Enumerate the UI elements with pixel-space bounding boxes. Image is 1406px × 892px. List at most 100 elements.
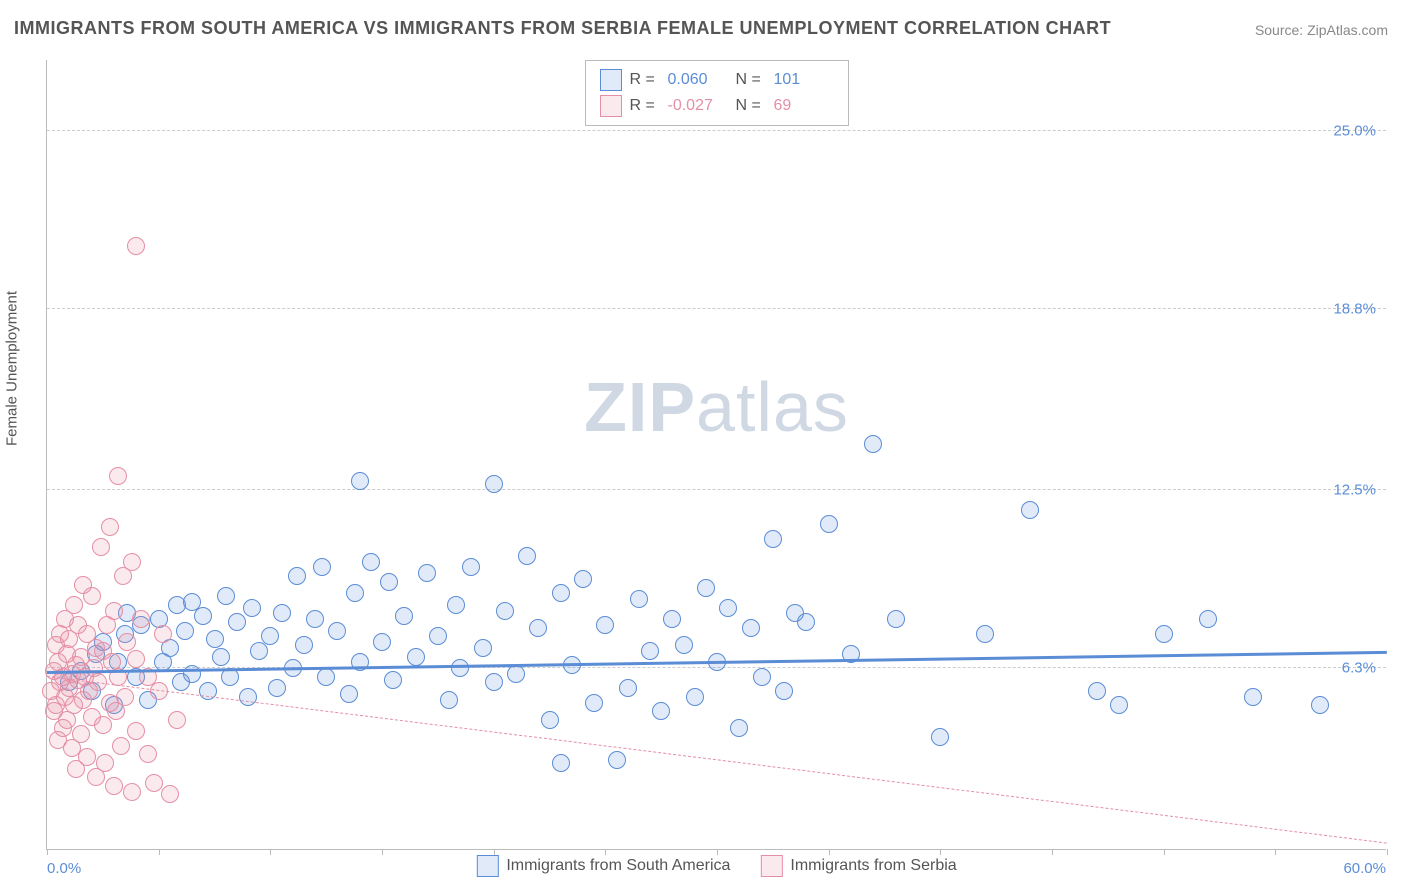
x-axis-max-label: 60.0% bbox=[1343, 860, 1386, 877]
data-point bbox=[168, 711, 186, 729]
data-point bbox=[407, 648, 425, 666]
data-point bbox=[380, 573, 398, 591]
data-point bbox=[145, 774, 163, 792]
data-point bbox=[541, 711, 559, 729]
data-point bbox=[101, 518, 119, 536]
data-point bbox=[675, 636, 693, 654]
n-label-2: N = bbox=[736, 97, 766, 115]
data-point bbox=[496, 602, 514, 620]
data-point bbox=[118, 633, 136, 651]
data-point bbox=[686, 688, 704, 706]
data-point bbox=[931, 728, 949, 746]
data-point bbox=[630, 590, 648, 608]
data-point bbox=[585, 694, 603, 712]
data-point bbox=[96, 754, 114, 772]
data-point bbox=[116, 688, 134, 706]
data-point bbox=[317, 668, 335, 686]
data-point bbox=[176, 622, 194, 640]
x-axis-min-label: 0.0% bbox=[47, 860, 81, 877]
x-tick-mark bbox=[159, 849, 160, 855]
data-point bbox=[418, 564, 436, 582]
n-value-1: 101 bbox=[774, 71, 834, 89]
data-point bbox=[72, 725, 90, 743]
data-point bbox=[306, 610, 324, 628]
gridline-h bbox=[47, 489, 1386, 490]
data-point bbox=[78, 748, 96, 766]
data-point bbox=[451, 659, 469, 677]
data-point bbox=[764, 530, 782, 548]
data-point bbox=[94, 716, 112, 734]
data-point bbox=[574, 570, 592, 588]
data-point bbox=[529, 619, 547, 637]
data-point bbox=[373, 633, 391, 651]
series-legend: Immigrants from South America Immigrants… bbox=[476, 855, 956, 877]
legend-item-2: Immigrants from Serbia bbox=[760, 855, 956, 877]
data-point bbox=[1199, 610, 1217, 628]
x-tick-mark bbox=[382, 849, 383, 855]
x-tick-mark bbox=[47, 849, 48, 855]
x-tick-mark bbox=[1164, 849, 1165, 855]
legend-item-1: Immigrants from South America bbox=[476, 855, 730, 877]
n-label-1: N = bbox=[736, 71, 766, 89]
chart-container: IMMIGRANTS FROM SOUTH AMERICA VS IMMIGRA… bbox=[0, 0, 1406, 892]
data-point bbox=[340, 685, 358, 703]
data-point bbox=[596, 616, 614, 634]
watermark: ZIPatlas bbox=[584, 367, 849, 447]
correlation-row-1: R = 0.060 N = 101 bbox=[600, 67, 834, 93]
x-tick-mark bbox=[1052, 849, 1053, 855]
data-point bbox=[507, 665, 525, 683]
data-point bbox=[1155, 625, 1173, 643]
data-point bbox=[462, 558, 480, 576]
legend-swatch-1 bbox=[476, 855, 498, 877]
correlation-row-2: R = -0.027 N = 69 bbox=[600, 93, 834, 119]
data-point bbox=[608, 751, 626, 769]
data-point bbox=[652, 702, 670, 720]
data-point bbox=[1244, 688, 1262, 706]
data-point bbox=[346, 584, 364, 602]
data-point bbox=[217, 587, 235, 605]
r-value-1: 0.060 bbox=[668, 71, 728, 89]
n-value-2: 69 bbox=[774, 97, 834, 115]
source-attribution: Source: ZipAtlas.com bbox=[1255, 22, 1388, 38]
data-point bbox=[243, 599, 261, 617]
data-point bbox=[362, 553, 380, 571]
data-point bbox=[619, 679, 637, 697]
data-point bbox=[447, 596, 465, 614]
x-tick-mark bbox=[494, 849, 495, 855]
data-point bbox=[384, 671, 402, 689]
data-point bbox=[552, 754, 570, 772]
data-point bbox=[123, 553, 141, 571]
data-point bbox=[123, 783, 141, 801]
data-point bbox=[351, 472, 369, 490]
data-point bbox=[1110, 696, 1128, 714]
data-point bbox=[183, 665, 201, 683]
data-point bbox=[112, 737, 130, 755]
x-tick-mark bbox=[940, 849, 941, 855]
data-point bbox=[92, 538, 110, 556]
data-point bbox=[429, 627, 447, 645]
data-point bbox=[552, 584, 570, 602]
data-point bbox=[239, 688, 257, 706]
data-point bbox=[518, 547, 536, 565]
trend-line bbox=[47, 676, 1387, 844]
data-point bbox=[719, 599, 737, 617]
data-point bbox=[474, 639, 492, 657]
legend-label-1: Immigrants from South America bbox=[506, 857, 730, 875]
x-tick-mark bbox=[717, 849, 718, 855]
watermark-rest: atlas bbox=[696, 368, 849, 446]
data-point bbox=[887, 610, 905, 628]
data-point bbox=[775, 682, 793, 700]
r-label-1: R = bbox=[630, 71, 660, 89]
gridline-h bbox=[47, 308, 1386, 309]
data-point bbox=[105, 777, 123, 795]
y-tick-label: 25.0% bbox=[1333, 122, 1376, 139]
x-tick-mark bbox=[1387, 849, 1388, 855]
data-point bbox=[83, 587, 101, 605]
chart-title: IMMIGRANTS FROM SOUTH AMERICA VS IMMIGRA… bbox=[14, 18, 1111, 39]
data-point bbox=[194, 607, 212, 625]
data-point bbox=[206, 630, 224, 648]
data-point bbox=[485, 673, 503, 691]
data-point bbox=[127, 650, 145, 668]
data-point bbox=[1311, 696, 1329, 714]
r-value-2: -0.027 bbox=[668, 97, 728, 115]
